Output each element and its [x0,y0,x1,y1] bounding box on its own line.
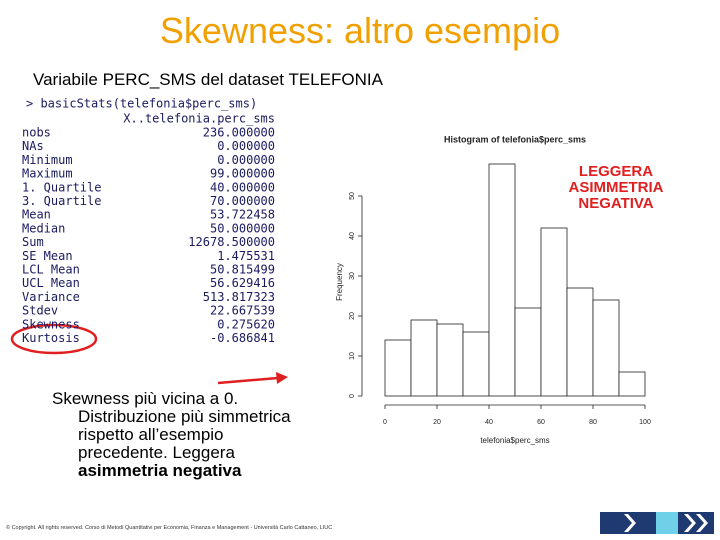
note: Skewness più vicina a 0. Distribuzione p… [52,390,308,480]
y-tick-label: 10 [349,352,356,360]
console-name: Minimum [22,153,73,167]
callout-line: NEGATIVA [578,195,654,212]
bar [592,299,620,397]
console-value: 22.667539 [210,304,275,318]
note-bold: asimmetria negativa [78,461,242,480]
bar [540,227,568,397]
arrow [217,376,279,385]
console-header: X..telefonia.perc_sms [123,112,275,126]
y-axis-label: Frequency [335,263,344,301]
console-name: 1. Quartile [22,180,101,194]
subtitle: Variabile PERC_SMS del dataset TELEFONIA [33,70,383,89]
highlight-ellipse [10,323,98,355]
chart-title: Histogram of telefonia$perc_sms [444,134,586,144]
console-name: NAs [22,139,44,153]
console-value: 70.000000 [210,194,275,208]
console-name: Skewness [22,317,80,331]
console-value: 40.000000 [210,180,275,194]
console-name: Median [22,221,65,235]
y-tick-label: 50 [349,192,356,200]
x-tick-label: 20 [433,419,441,426]
x-tick-label: 100 [639,419,651,426]
y-tick-label: 30 [349,272,356,280]
x-tick-label: 60 [537,419,545,426]
note-text: Skewness più vicina a 0. Distribuzione p… [52,389,291,462]
x-tick-label: 0 [383,419,387,426]
console-value: 50.815499 [210,263,275,277]
console-name: nobs [22,126,51,140]
console-name: Sum [22,235,44,249]
bar [436,323,464,397]
console-value: 0.000000 [217,139,275,153]
x-tick-label: 40 [485,419,493,426]
console-name: Variance [22,290,80,304]
bar [514,307,542,397]
console-value: 1.475531 [217,249,275,263]
console-value: 236.000000 [203,126,275,140]
bar [410,319,438,397]
callout-line: LEGGERA [578,163,654,180]
y-tick-label: 0 [349,394,356,398]
console-name: UCL Mean [22,276,80,290]
console-value: -0.686841 [210,331,275,345]
console-name: Kurtosis [22,331,80,345]
console-value: 50.000000 [210,221,275,235]
console-name: LCL Mean [22,263,80,277]
console-value: 0.000000 [217,153,275,167]
footer: © Copyright. All rights reserved. Corso … [6,525,333,531]
callout: LEGGERA ASIMMETRIA NEGATIVA [556,164,676,212]
console-value: 12678.500000 [188,235,275,249]
nav-icons [600,512,714,534]
bar [488,163,516,397]
console-name: Stdev [22,304,58,318]
y-tick-label: 40 [349,232,356,240]
console-name: Mean [22,208,51,222]
x-axis-label: telefonia$perc_sms [480,436,549,445]
arrow-head [276,372,288,384]
console-command: > basicStats(telefonia$perc_sms) [26,97,257,111]
console-name: 3. Quartile [22,194,101,208]
callout-line: ASIMMETRIA [568,179,664,196]
console-value: 0.275620 [217,317,275,331]
x-tick-label: 80 [589,419,597,426]
bar [566,287,594,397]
console-name: SE Mean [22,249,73,263]
console-value: 56.629416 [210,276,275,290]
bar [384,339,412,397]
console-name: Maximum [22,167,73,181]
slide-title: Skewness: altro esempio [159,10,561,51]
y-tick-label: 20 [349,312,356,320]
bar [618,371,646,397]
console-value: 513.817323 [203,290,275,304]
console-value: 99.000000 [210,167,275,181]
bar [462,331,490,397]
console-value: 53.722458 [210,208,275,222]
